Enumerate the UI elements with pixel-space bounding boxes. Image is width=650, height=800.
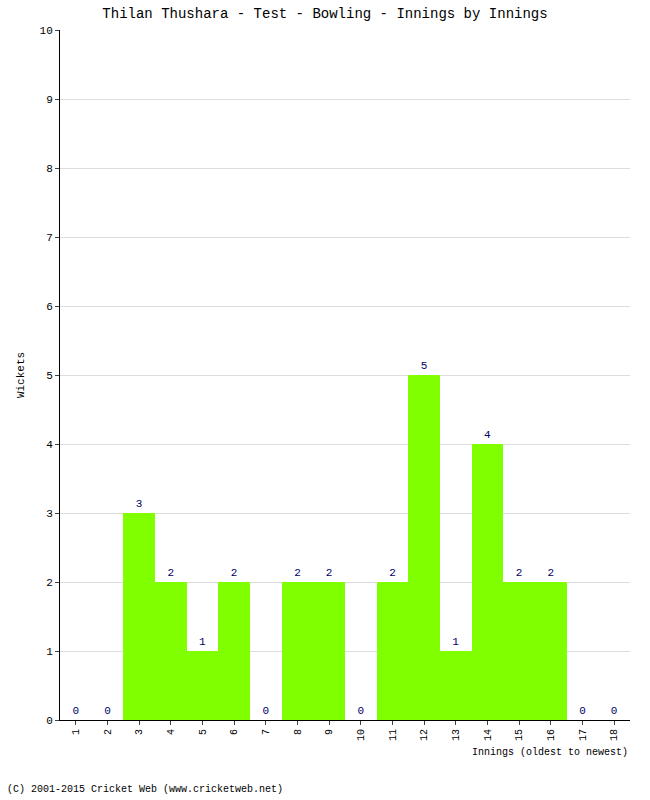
- svg-text:18: 18: [609, 729, 620, 741]
- svg-text:1: 1: [71, 729, 82, 735]
- svg-text:5: 5: [46, 370, 53, 382]
- svg-text:Innings (oldest to newest): Innings (oldest to newest): [472, 747, 628, 758]
- svg-text:6: 6: [229, 729, 240, 735]
- svg-text:13: 13: [451, 729, 462, 741]
- svg-text:8: 8: [293, 729, 304, 735]
- svg-text:0: 0: [73, 705, 80, 717]
- svg-text:8: 8: [46, 163, 53, 175]
- svg-text:11: 11: [388, 729, 399, 741]
- svg-text:0: 0: [358, 705, 365, 717]
- svg-text:0: 0: [579, 705, 586, 717]
- svg-text:12: 12: [419, 729, 430, 741]
- svg-text:2: 2: [46, 577, 53, 589]
- svg-text:1: 1: [452, 636, 459, 648]
- svg-text:Wickets: Wickets: [15, 352, 27, 398]
- svg-text:3: 3: [46, 508, 53, 520]
- svg-text:0: 0: [611, 705, 618, 717]
- svg-text:1: 1: [199, 636, 206, 648]
- svg-text:10: 10: [356, 729, 367, 741]
- svg-text:2: 2: [231, 567, 238, 579]
- svg-text:17: 17: [578, 729, 589, 741]
- svg-text:16: 16: [546, 729, 557, 741]
- svg-text:2: 2: [294, 567, 301, 579]
- svg-text:2: 2: [389, 567, 396, 579]
- svg-text:2: 2: [326, 567, 333, 579]
- svg-text:0: 0: [263, 705, 270, 717]
- svg-text:0: 0: [104, 705, 111, 717]
- svg-text:4: 4: [484, 429, 491, 441]
- svg-text:0: 0: [46, 715, 53, 727]
- svg-text:(C) 2001-2015 Cricket Web (www: (C) 2001-2015 Cricket Web (www.cricketwe…: [7, 784, 283, 795]
- svg-text:2: 2: [548, 567, 555, 579]
- svg-text:Thilan Thushara - Test - Bowli: Thilan Thushara - Test - Bowling - Innin…: [102, 6, 547, 22]
- svg-text:15: 15: [514, 729, 525, 741]
- svg-text:4: 4: [166, 729, 177, 735]
- svg-text:3: 3: [134, 729, 145, 735]
- svg-text:9: 9: [324, 729, 335, 735]
- svg-text:2: 2: [103, 729, 114, 735]
- svg-text:9: 9: [46, 94, 53, 106]
- svg-text:1: 1: [46, 646, 53, 658]
- svg-text:4: 4: [46, 439, 53, 451]
- svg-text:5: 5: [198, 729, 209, 735]
- svg-text:2: 2: [516, 567, 523, 579]
- svg-text:14: 14: [483, 729, 494, 741]
- svg-text:7: 7: [261, 729, 272, 735]
- svg-text:2: 2: [168, 567, 175, 579]
- svg-text:7: 7: [46, 232, 53, 244]
- svg-text:3: 3: [136, 498, 143, 510]
- svg-text:6: 6: [46, 301, 53, 313]
- svg-text:5: 5: [421, 360, 428, 372]
- svg-text:10: 10: [40, 25, 53, 37]
